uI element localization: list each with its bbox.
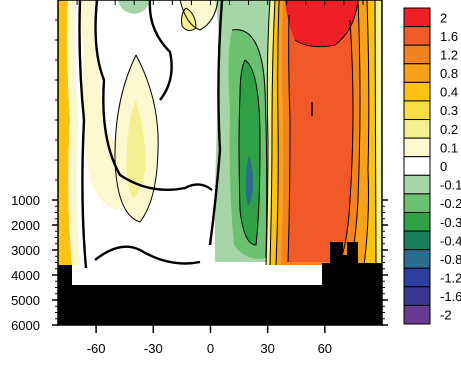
- colorbar-label-12: -0.4: [440, 233, 461, 248]
- x-tick-label-3: 30: [260, 341, 274, 356]
- colorbar-swatch-13: [403, 249, 431, 269]
- colorbar: 2 1.6 1.2 0.8 0.4 0.3 0.2 0.1 0 -0.1 -0.2 -0.3 -0.4 -…: [403, 7, 461, 325]
- colorbar-swatch-7: [403, 137, 431, 158]
- contour-weak-2: [181, 7, 197, 32]
- contour-zero-loop: [94, 0, 213, 191]
- colorbar-swatch-6: [403, 119, 431, 139]
- surface-patch-1: [180, 0, 218, 30]
- contour-neg-2: [238, 59, 261, 246]
- y-tick-label-4: 5000: [11, 293, 40, 308]
- region-pos-2: [285, 0, 358, 47]
- contour-pos-4: [287, 14, 291, 263]
- x-tick-label-4: 60: [318, 341, 332, 356]
- region-pos-1p6: [288, 15, 353, 262]
- contour-pos-8: [363, 0, 370, 266]
- plot-frame: [57, 0, 383, 326]
- colorbar-label-10: -0.2: [440, 196, 461, 211]
- south-edge-fill-orange: [58, 0, 72, 265]
- colorbar-label-16: -2: [440, 308, 452, 323]
- region-negative-deep: [245, 155, 254, 206]
- contour-zero-mid: [148, 0, 173, 101]
- colorbar-label-11: -0.3: [440, 215, 461, 230]
- y-tick-label-0: 1000: [11, 193, 40, 208]
- contour-pos-3: [275, 0, 280, 266]
- colorbar-swatch-12: [403, 230, 431, 251]
- colorbar-label-0: 2: [440, 10, 447, 25]
- contour-weak-1: [114, 54, 159, 223]
- colorbar-swatch-14: [403, 267, 431, 288]
- colorbar-swatch-16: [403, 304, 431, 325]
- contour-zero-interior: [94, 245, 201, 265]
- topography-mask: [58, 242, 382, 325]
- contour-neg-1: [231, 29, 268, 259]
- contour-lines: [78, 0, 377, 269]
- colorbar-label-6: 0.2: [440, 122, 458, 137]
- colorbar-label-5: 0.3: [440, 103, 458, 118]
- colorbar-label-8: 0: [440, 159, 447, 174]
- colorbar-label-13: -0.8: [440, 252, 461, 267]
- colorbar-label-15: -1.6: [440, 289, 461, 304]
- colorbar-label-7: 0.1: [440, 140, 458, 155]
- colorbar-label-14: -1.2: [440, 271, 461, 286]
- contour-pos-6: [339, 19, 354, 263]
- y-tick-label-5: 6000: [11, 318, 40, 333]
- colorbar-swatch-8: [403, 156, 431, 176]
- colorbar-swatch-1: [403, 26, 431, 46]
- plot-area: [58, 0, 382, 325]
- colorbar-swatch-9: [403, 174, 431, 195]
- contour-pos-9: [374, 0, 377, 266]
- colorbar-label-1: 1.6: [440, 29, 458, 44]
- colorbar-swatch-4: [403, 81, 431, 102]
- colorbar-swatch-3: [403, 63, 431, 83]
- y-tick-label-3: 4000: [11, 268, 40, 283]
- colorbar-swatch-0: [403, 7, 431, 28]
- contour-pos-5: [294, 0, 359, 48]
- region-weak-positive-inner: [126, 100, 146, 198]
- x-tick-label-0: -60: [87, 341, 106, 356]
- contour-pos-2: [269, 0, 276, 266]
- contour-zero-south: [78, 0, 88, 269]
- colorbar-label-3: 0.8: [440, 66, 458, 81]
- south-edge-fill-pale: [67, 0, 80, 265]
- y-axis: 1000 2000 3000 4000 5000 6000: [11, 19, 388, 333]
- colorbar-label-2: 1.2: [440, 47, 458, 62]
- x-axis: -60 -30 0 30 60: [76, 0, 364, 356]
- contour-weak-3: [179, 0, 219, 31]
- colorbar-swatch-2: [403, 44, 431, 65]
- surface-patch-3: [118, 0, 150, 14]
- x-tick-label-2: 0: [207, 341, 214, 356]
- contour-zero-east: [208, 0, 224, 246]
- colorbar-label-4: 0.4: [440, 85, 458, 100]
- colorbar-swatch-11: [403, 211, 431, 232]
- x-tick-label-1: -30: [144, 341, 163, 356]
- colorbar-swatch-5: [403, 100, 431, 121]
- colorbar-label-9: -0.1: [440, 178, 461, 193]
- colorbar-swatch-15: [403, 286, 431, 306]
- colorbar-swatch-10: [403, 193, 431, 213]
- region-negative-core: [239, 60, 260, 245]
- contour-pos-1: [265, 0, 271, 266]
- y-tick-label-2: 3000: [11, 243, 40, 258]
- y-tick-label-1: 2000: [11, 218, 40, 233]
